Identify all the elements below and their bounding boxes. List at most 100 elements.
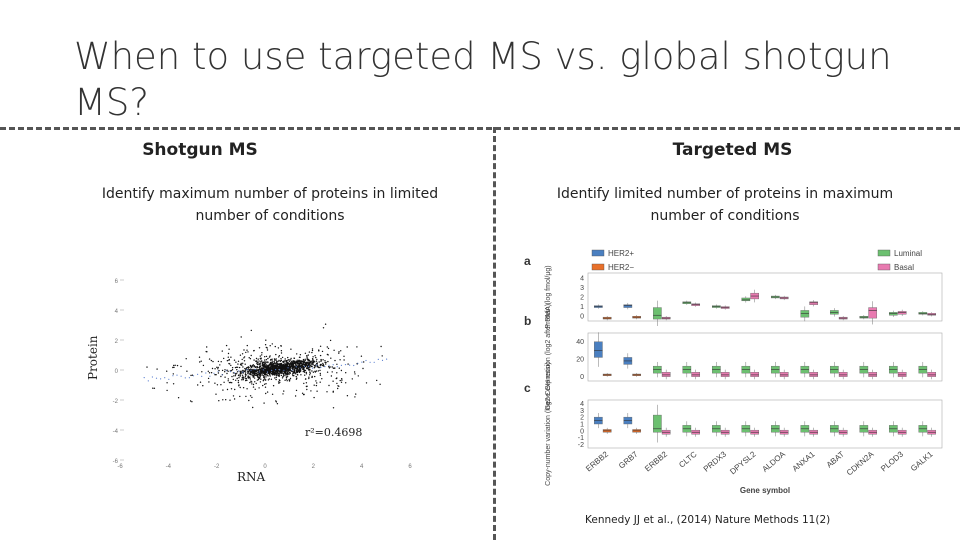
scatter-point [320,360,322,362]
trend-point [213,372,215,374]
trend-point [262,369,264,371]
trend-point [386,358,388,360]
scatter-point [240,336,242,338]
scatter-point [217,368,219,370]
scatter-point [234,372,236,375]
scatter-point [230,388,233,390]
scatter-point [319,365,321,367]
scatter-point [284,368,287,370]
scatter-point [232,372,235,374]
scatter-point [298,360,300,362]
scatter-point [279,360,281,363]
scatter-point [280,345,282,347]
panel-ytick: 2 [580,415,584,422]
scatter-point [256,379,259,381]
scatter-point [238,377,240,379]
scatter-point [264,359,266,361]
scatter-point [254,388,256,390]
panel-ylabel: Copy-number variation (log2 CGH ratio) [545,362,552,486]
scatter-point [156,368,158,370]
scatter-point [249,376,251,379]
scatter-point [331,366,333,368]
box [750,372,760,377]
gene-tick-label: ALDOA [760,449,787,474]
scatter-point [271,360,273,362]
scatter-point [257,362,259,364]
scatter-point [249,381,251,384]
scatter-xtick: 0 [263,464,267,470]
scatter-point [271,361,273,363]
trend-point [340,364,342,366]
scatter-point [301,364,303,366]
scatter-point [265,372,268,374]
scatter-point [360,355,363,357]
scatter-point [309,367,311,369]
scatter-point [355,393,357,395]
scatter-point [311,375,313,378]
scatter-point [292,366,294,368]
scatter-point [263,376,265,379]
scatter-point [250,329,252,332]
vertical-divider [493,127,496,540]
scatter-point [228,381,231,384]
scatter-point [242,376,244,379]
scatter-point [305,373,308,375]
scatter-point [239,374,242,376]
scatter-point [207,370,209,372]
scatter-point [299,356,301,359]
scatter-point [286,373,288,376]
scatter-point [302,366,304,368]
scatter-point [328,367,331,369]
scatter-point [220,361,222,363]
scatter-point [227,370,229,372]
scatter-point [380,345,382,348]
scatter-point [275,376,277,379]
scatter-point [319,366,321,369]
scatter-point [336,363,338,365]
scatter-point [312,363,314,365]
trend-point [217,370,219,372]
scatter-point [234,375,237,377]
scatter-point [263,379,265,381]
trend-point [151,376,153,378]
scatter-point [254,372,256,374]
scatter-point [293,366,295,368]
scatter-point [315,356,317,359]
scatter-point [327,360,329,363]
scatter-point [304,371,306,373]
scatter-point [230,364,232,367]
scatter-point [289,360,291,363]
panel-ylabel: Protein (log fmol/μg) [545,265,552,328]
gene-tick-label: PLOD3 [879,449,905,473]
scatter-point [283,362,285,364]
scatter-point [197,384,199,386]
scatter-point [245,351,247,354]
scatter-ytick: 2 [115,339,119,345]
scatter-point [273,358,276,360]
scatter-point [265,369,268,372]
scatter-point [319,369,321,372]
scatter-point [227,352,230,355]
scatter-point [255,357,258,360]
scatter-point [217,366,219,369]
scatter-point [249,378,251,380]
boxplot-xlabel: Gene symbol [740,486,790,495]
scatter-point [322,364,325,366]
box [800,310,810,318]
scatter-point [221,369,224,372]
scatter-point [294,371,296,373]
scatter-point [257,377,260,379]
scatter-point [363,361,365,363]
scatter-point [314,365,316,368]
scatter-point [306,356,308,358]
scatter-point [326,371,329,373]
scatter-point [259,377,261,379]
scatter-point [322,359,324,361]
trend-point [270,369,273,371]
scatter-point [166,370,168,372]
scatter-point [231,367,234,369]
scatter-point [247,372,249,375]
scatter-point [300,360,302,362]
trend-point [369,361,371,363]
scatter-point [292,367,294,369]
